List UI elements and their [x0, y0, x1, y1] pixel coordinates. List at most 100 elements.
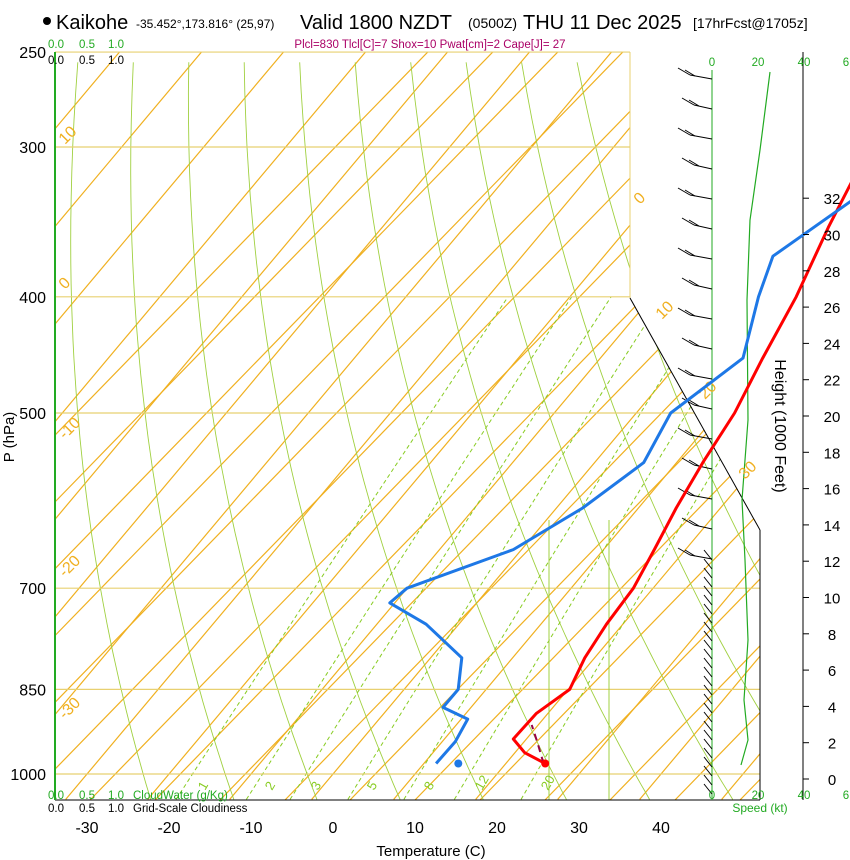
height-axis-title: Height (1000 Feet)	[771, 359, 788, 492]
isentrope-line	[55, 52, 731, 800]
cloud-scale-label: 0.0	[48, 790, 64, 802]
dry-adiabat	[410, 62, 650, 800]
background-grid	[55, 52, 850, 800]
wind-barb	[693, 224, 713, 230]
wind-barb	[693, 284, 713, 290]
valid-utc: (0500Z)	[468, 15, 517, 31]
isotherm-line	[229, 52, 760, 800]
cloud-scale-label: 1.0	[108, 790, 124, 802]
wind-barb-flag	[677, 67, 691, 76]
x-tick-label: -20	[157, 820, 180, 837]
speed-tick-label: 0	[709, 790, 715, 802]
mixing-ratio-label: 20	[538, 772, 558, 792]
wind-barb	[703, 693, 713, 705]
wind-barb-flag	[684, 189, 696, 197]
isentrope-line	[219, 52, 760, 800]
height-tick-label: 10	[824, 591, 841, 608]
isotherm-label: 0	[631, 189, 649, 207]
wind-barb	[693, 404, 713, 410]
wind-barb	[693, 344, 713, 350]
isotherm-line	[55, 52, 448, 800]
isotherm-line	[55, 52, 530, 800]
isotherm-line	[55, 52, 284, 800]
x-tick-label: -10	[239, 820, 262, 837]
height-tick-label: 26	[824, 300, 841, 317]
y-tick-label: 700	[19, 581, 46, 598]
valid-time: Valid 1800 NZDT	[300, 12, 452, 34]
wind-barb	[703, 630, 713, 642]
y-tick-label: 1000	[10, 767, 46, 784]
isotherm-label: 10	[653, 298, 678, 323]
wind-barb-flag	[677, 547, 691, 556]
dry-adiabat	[521, 62, 760, 800]
dry-adiabat	[799, 62, 850, 799]
wind-barb	[693, 164, 713, 170]
cloudiness-label: Grid-Scale Cloudiness	[133, 803, 248, 815]
wind-barb-flag	[688, 399, 700, 407]
wind-barb	[703, 657, 713, 669]
dry-adiabat	[187, 62, 318, 800]
isotherm-line	[55, 52, 612, 800]
wind-barb	[689, 254, 713, 260]
dewpoint-line	[388, 199, 850, 765]
mixing-ratio-line	[453, 296, 759, 800]
dry-adiabat	[243, 62, 401, 800]
mixing-ratio-label: 3	[308, 779, 325, 793]
wind-barb-flag	[677, 487, 691, 496]
height-tick-label: 12	[824, 554, 841, 571]
wind-barb	[703, 702, 713, 714]
wind-barb-flag	[688, 159, 700, 167]
wind-barb-flag	[684, 69, 696, 77]
isotherm-line	[55, 52, 202, 800]
surface-temperature-point	[541, 759, 550, 768]
wind-speed-profile	[740, 71, 771, 766]
x-tick-label: 20	[488, 820, 506, 837]
isentrope-line	[55, 52, 601, 800]
isentrope-line	[55, 52, 666, 800]
wind-barb-flag	[681, 217, 695, 226]
wind-barb	[703, 738, 713, 750]
wind-barb-flag	[684, 129, 696, 137]
wind-barb	[703, 684, 713, 696]
wind-barb	[703, 756, 713, 768]
mixing-ratio-line	[245, 296, 573, 800]
wind-barb-flag	[684, 429, 696, 437]
wind-barb	[703, 603, 713, 615]
wind-barb	[703, 549, 713, 561]
mixing-ratio-line	[347, 296, 664, 800]
isentrope-line	[55, 52, 760, 800]
wind-barb-flag	[681, 337, 695, 346]
isotherm-label: 10	[56, 123, 81, 148]
wind-barb	[703, 729, 713, 741]
wind-barb-flag	[684, 309, 696, 317]
speed-tick-label: 0	[709, 57, 715, 69]
cloud-scale-label: 1.0	[108, 803, 124, 815]
y-tick-label: 250	[19, 45, 46, 62]
station-dot-icon	[43, 17, 51, 25]
speed-tick-label: 20	[752, 790, 765, 802]
wind-barb-flag	[677, 367, 691, 376]
wind-barbs	[677, 67, 713, 800]
wind-barb-flag	[681, 517, 695, 526]
height-tick-label: 20	[824, 409, 841, 426]
wind-barb-flag	[688, 339, 700, 347]
wind-barb	[703, 567, 713, 579]
station-coords: -35.452°,173.816° (25,97)	[136, 17, 274, 31]
isotherm-line	[475, 52, 760, 800]
dry-adiabat	[70, 62, 152, 800]
wind-barb	[689, 74, 713, 80]
y-tick-label: 300	[19, 140, 46, 157]
wind-barb-flag	[681, 157, 695, 166]
isotherm-label: -30	[56, 694, 84, 722]
wind-barb-flag	[677, 307, 691, 316]
wind-barb	[693, 464, 713, 470]
wind-barb-flag	[688, 459, 700, 467]
wind-barb	[693, 524, 713, 530]
wind-barb-flag	[688, 279, 700, 287]
wind-barb	[689, 314, 713, 320]
station-name: Kaikohe	[56, 12, 128, 34]
wind-barb-flag	[684, 549, 696, 557]
wind-barb	[689, 374, 713, 380]
